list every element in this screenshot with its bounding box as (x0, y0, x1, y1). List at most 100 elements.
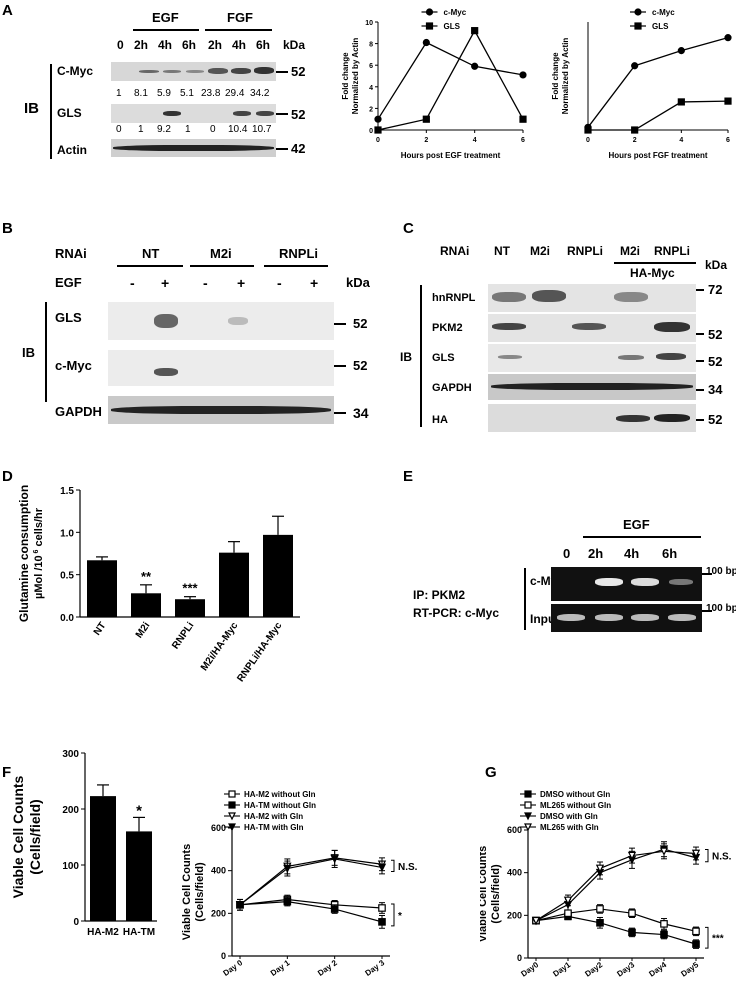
quant-value: 5.1 (180, 88, 194, 99)
egf-state: - (203, 275, 208, 291)
bar (126, 831, 152, 921)
data-point (631, 62, 639, 70)
kda-tick (696, 419, 704, 421)
lane-label: M2i (530, 244, 551, 258)
data-point (595, 864, 605, 873)
gel-input (551, 604, 702, 632)
series-line (377, 41, 524, 120)
ib-label: IB (22, 345, 35, 360)
significance-label: * (136, 802, 142, 819)
significance-label: N.S. (712, 852, 732, 863)
blot-actin (111, 139, 276, 157)
data-point (471, 27, 479, 35)
legend-label: HA-TM with Gln (244, 823, 304, 832)
panel-letter-a: A (2, 2, 13, 19)
rnai-label: RNAi (440, 244, 470, 258)
quant-value: 23.8 (201, 88, 221, 99)
data-point (524, 823, 532, 832)
legend-label: ML265 with Gln (540, 823, 599, 832)
kda-value: 52 (291, 107, 306, 122)
bar (87, 560, 117, 617)
kda-label: kDa (283, 38, 306, 52)
data-point (283, 897, 292, 906)
series-line (239, 900, 383, 923)
kda-label: kDa (346, 275, 370, 290)
legend-label: DMSO with Gln (540, 812, 598, 821)
chart-f-bar: 0 100 200 300 Viable Cell Counts (Cells/field… (10, 749, 157, 938)
lane-label: 4h (232, 38, 247, 52)
significance-label: *** (182, 581, 198, 596)
data-point (283, 864, 292, 874)
x-tick-label: HA-TM (123, 927, 155, 938)
data-point (691, 849, 701, 859)
legend-label: c-Myc (652, 8, 675, 17)
group-underline (117, 265, 183, 267)
lane-label: 4h (158, 38, 173, 52)
kda-tick (696, 333, 704, 335)
data-point (628, 928, 636, 937)
y-tick-label: 0.5 (60, 571, 74, 582)
series-line (587, 37, 729, 128)
quant-value: 29.4 (225, 88, 245, 99)
series-line (239, 858, 383, 906)
data-point (628, 909, 636, 918)
row-label-hnrnpl: hnRNPL (432, 292, 476, 304)
lane-label: 0 (563, 546, 571, 561)
significance-label: N.S. (398, 862, 418, 873)
quant-value: 1 (116, 88, 122, 99)
lane-label: 0 (117, 38, 124, 52)
ib-label: IB (400, 350, 412, 364)
bar (263, 534, 293, 617)
kda-tick (276, 71, 288, 73)
x-tick-label: 4 (679, 137, 683, 144)
significance-bracket (705, 926, 709, 949)
kda-tick (696, 289, 704, 291)
kda-value: 34 (708, 382, 723, 397)
x-tick-label: RNPLi/HA-Myc (235, 620, 284, 684)
quant-value: 5.9 (157, 88, 171, 99)
rtpcr-label: RT-PCR: c-Myc (413, 606, 500, 620)
data-point (692, 940, 700, 948)
y-tick-label: 1.0 (60, 528, 74, 539)
ib-bracket (420, 285, 422, 427)
row-label-ha: HA (432, 414, 448, 426)
bar (175, 599, 205, 617)
quant-value: 1 (185, 124, 191, 135)
kda-value: 52 (708, 354, 723, 369)
y-tick-label: 1.5 (60, 486, 74, 497)
kda-tick (276, 113, 288, 115)
x-tick-label: Day5 (679, 960, 700, 979)
x-tick-label: Day 1 (269, 958, 292, 978)
kda-tick (276, 148, 288, 150)
legend-label: DMSO without Gln (540, 790, 610, 799)
y-axis-label: Fold changeNormalized by Actin (341, 38, 360, 115)
x-tick-label: Day4 (647, 960, 668, 979)
y-tick-label: 400 (507, 868, 522, 878)
data-point (531, 916, 541, 926)
lane-label: 6h (256, 38, 271, 52)
y-tick-label: 400 (211, 866, 226, 876)
data-point (659, 847, 669, 856)
series-line (377, 29, 524, 131)
blot-pkm2 (488, 314, 696, 342)
legend-label: ML265 without Gln (540, 801, 611, 810)
legend-label: HA-TM without Gln (244, 801, 316, 810)
quant-value: 1 (138, 124, 144, 135)
lane-label: 4h (624, 546, 640, 561)
y-tick-label: 10 (365, 20, 373, 27)
y-axis-label: Viable Cell Counts (181, 844, 193, 940)
data-point (524, 790, 532, 798)
data-point (377, 863, 387, 873)
lane-label: RNPLi (567, 244, 603, 258)
row-label-gls: GLS (55, 310, 82, 325)
data-point (584, 126, 592, 134)
y-tick-label: 0 (517, 953, 522, 963)
x-tick-label: 2 (633, 137, 637, 144)
data-point (519, 115, 527, 123)
gel-c-myc (551, 567, 702, 601)
lane-label: 2h (588, 546, 604, 561)
quant-value: 10.7 (252, 124, 272, 135)
panel-letter-c: C (403, 220, 414, 237)
bar (90, 796, 116, 921)
legend-label: GLS (652, 22, 669, 31)
